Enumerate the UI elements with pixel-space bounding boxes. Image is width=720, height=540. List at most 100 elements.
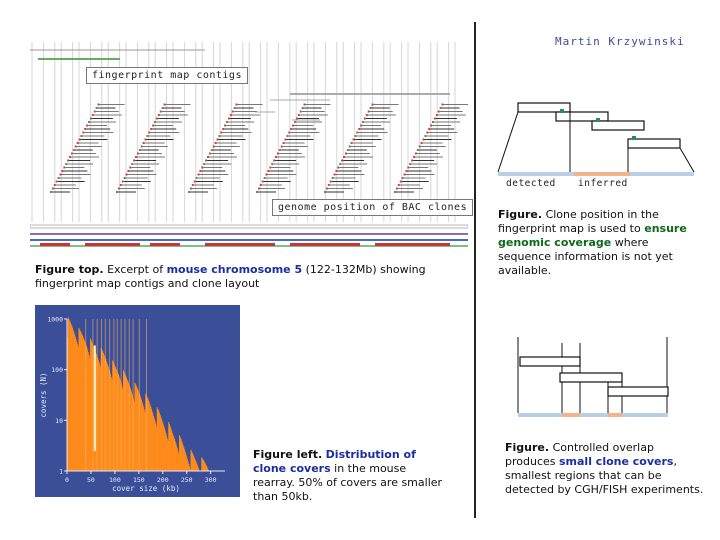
distribution-caption: Figure left. Distribution of clone cover… [253,448,449,504]
fingerprint-map-figure [29,42,469,252]
histogram-bar [96,319,98,471]
clone-end-mark [290,128,293,130]
chromosome-tracks [29,224,469,247]
author-name: Martin Krzywinski [555,35,685,48]
clone-end-mark [226,121,228,123]
contigs-label: fingerprint map contigs [86,67,248,84]
histogram-bar [158,412,160,471]
caption-text-post: , smallest regions that can be detected … [505,455,704,496]
clone-end-mark [339,163,342,165]
histogram-bar [133,401,135,471]
histogram-bar [164,430,166,471]
histogram-bar [118,376,120,471]
cover-size-histogram: 0 50 100 150 200 250 300 1000 100 10 1 cover size (… [35,305,240,497]
histogram-bar [182,445,184,471]
clone-end-mark [144,138,147,141]
histogram-bar [149,404,151,471]
histogram-bar [191,451,193,471]
histogram-bar [188,463,190,471]
clone-end-mark [435,114,438,116]
clone-end-mark [131,163,134,165]
histogram-bar [203,461,205,471]
histogram-bar [187,461,189,471]
clone-overlap-graphic [497,102,695,176]
controlled-overlap-graphic [517,337,669,417]
histogram-bar [92,319,94,471]
histogram-bar [87,349,89,471]
histogram-bar [165,432,167,471]
clone-end-mark [125,173,128,176]
clone-end-mark [59,173,62,176]
clone-end-mark [216,138,219,141]
clone-end-mark [407,166,410,169]
clone-end-mark [205,159,208,162]
histogram-bar [141,402,143,471]
y-tick-label: 10 [55,417,63,425]
histogram-bar [139,395,141,471]
histogram-bar [102,351,104,471]
histogram-bar [179,437,181,471]
histogram-bar [143,409,145,471]
histogram-bar [88,354,90,471]
clone-end-mark [399,180,402,183]
histogram-bar [85,319,87,471]
clone-end-mark [138,149,141,151]
histogram-bar [146,319,147,471]
histogram-bar [76,341,78,471]
histogram-bar [159,414,161,471]
caption-lead: Figure. [505,441,550,454]
fingerprint-map-graphic [29,42,469,252]
histogram-bar [104,319,106,471]
clone-end-mark [344,152,347,155]
red-segment [150,243,180,246]
histogram-bar [130,391,132,471]
clone-end-mark [416,149,419,151]
histogram-bar [152,413,154,471]
clone-end-mark [93,110,96,113]
clone-end-mark [356,131,359,134]
clone-end-mark [276,152,279,155]
clone-end-mark [95,107,98,109]
clone-end-mark [163,103,166,106]
histogram-bar [86,347,88,471]
clone-end-mark [414,152,417,155]
clone-end-mark [358,128,361,130]
histogram-bar [178,453,180,471]
clone-end-mark [229,114,232,116]
histogram-bar [113,319,115,471]
clone-end-mark [155,117,158,120]
ruler-track [29,224,469,229]
histogram-bar [205,465,207,471]
histogram-bar [68,318,70,471]
clone-end-mark [89,117,92,120]
clone-end-mark [430,124,433,127]
histogram-bar [116,319,118,471]
clone-end-mark [369,107,372,109]
clone-end-mark [91,114,94,116]
clone-end-mark [142,142,145,144]
clone-end-mark [350,142,353,144]
histogram-bar [195,461,197,471]
histogram-bar [107,364,109,471]
clone-end-mark [189,187,192,190]
clone-end-mark [371,103,374,106]
histogram-bar [186,459,188,471]
clone-position-diagram [494,95,704,185]
y-axis-label: covers (N) [39,372,48,417]
histogram-bar [72,329,74,471]
clone-end-mark [324,191,326,193]
clone-end-mark [363,117,366,120]
x-tick-label: 0 [65,476,69,484]
y-tick-label: 1000 [47,316,63,324]
histogram-bar [111,379,113,471]
clone-end-mark [214,142,217,144]
clone-end-mark [82,131,85,134]
clone-end-mark [278,149,281,151]
detected-label: detected [506,178,556,189]
histogram-bar [158,410,160,471]
histogram-bar [184,451,186,471]
histogram-bar [123,370,125,471]
clone-end-mark [437,110,440,113]
clone-end-mark [409,163,412,165]
clone-end-mark [348,145,351,148]
